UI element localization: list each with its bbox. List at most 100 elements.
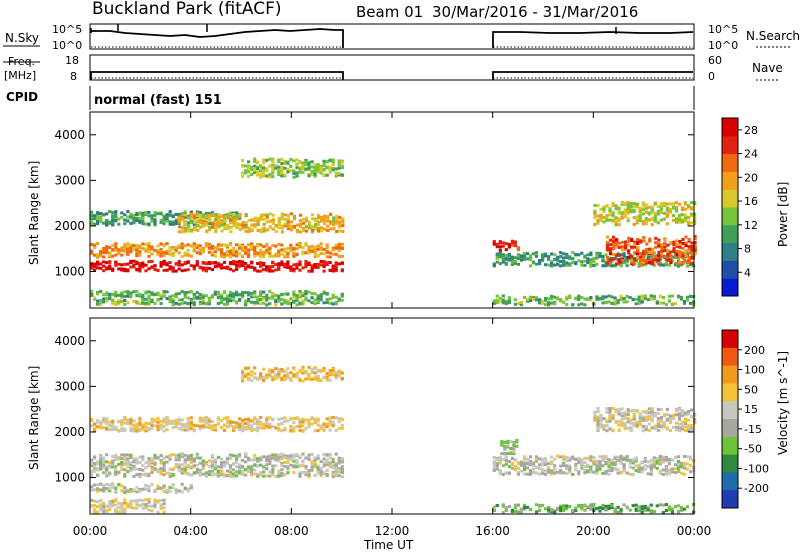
data-cell — [682, 464, 687, 468]
data-cell — [340, 269, 344, 273]
data-cell — [635, 421, 639, 425]
data-cell — [677, 417, 682, 421]
data-cell — [666, 258, 670, 262]
data-cell — [126, 250, 130, 254]
data-cell — [593, 215, 597, 219]
data-cell — [314, 227, 318, 231]
data-cell — [679, 506, 684, 509]
data-cell — [608, 238, 613, 242]
data-cell — [599, 414, 603, 418]
data-cell — [684, 259, 688, 263]
data-cell — [165, 490, 169, 494]
data-cell — [515, 440, 519, 444]
data-cell — [687, 238, 691, 241]
data-cell — [689, 301, 693, 305]
data-cell — [653, 216, 657, 220]
data-cell — [631, 458, 635, 462]
data-cell — [168, 471, 172, 475]
data-cell — [174, 293, 178, 297]
data-cell — [271, 171, 275, 175]
data-cell — [108, 473, 112, 477]
data-cell — [313, 265, 317, 269]
data-cell — [298, 473, 302, 477]
data-cell — [120, 211, 124, 215]
data-cell — [93, 462, 97, 465]
data-cell — [313, 248, 317, 252]
data-cell — [204, 261, 208, 265]
data-cell — [663, 249, 667, 252]
data-cell — [186, 455, 190, 459]
data-cell — [283, 299, 287, 303]
data-cell — [574, 253, 578, 257]
data-cell — [223, 225, 227, 229]
data-cell — [604, 295, 608, 299]
data-cell — [114, 468, 118, 472]
data-cell — [90, 464, 94, 468]
data-cell — [295, 303, 299, 307]
data-cell — [668, 414, 672, 418]
data-cell — [219, 263, 224, 267]
data-cell — [538, 467, 542, 471]
data-cell — [114, 464, 118, 468]
data-cell — [220, 219, 224, 223]
data-cell — [244, 473, 248, 477]
data-cell — [184, 227, 188, 230]
data-cell — [219, 426, 224, 430]
data-cell — [286, 252, 290, 256]
data-cell — [559, 468, 563, 472]
data-cell — [186, 221, 190, 225]
data-cell — [683, 219, 688, 223]
data-cell — [274, 230, 278, 233]
data-cell — [645, 261, 649, 265]
data-cell — [304, 427, 308, 431]
data-cell — [682, 507, 687, 511]
data-cell — [192, 242, 196, 246]
data-cell — [147, 422, 151, 425]
data-cell — [225, 267, 230, 270]
data-cell — [111, 420, 115, 424]
data-cell — [135, 429, 139, 433]
data-cell — [304, 292, 308, 296]
data-cell — [653, 202, 657, 206]
data-cell — [677, 429, 682, 433]
data-cell — [331, 293, 335, 297]
data-cell — [198, 211, 202, 215]
data-cell — [99, 420, 103, 424]
data-cell — [295, 247, 299, 251]
data-cell — [636, 242, 640, 245]
data-cell — [607, 507, 611, 510]
data-cell — [268, 462, 272, 466]
data-cell — [660, 254, 664, 258]
data-cell — [277, 474, 281, 478]
data-cell — [307, 226, 312, 230]
data-cell — [174, 222, 178, 226]
data-cell — [625, 455, 629, 458]
data-cell — [680, 413, 685, 417]
data-cell — [626, 203, 630, 207]
data-cell — [129, 247, 133, 251]
data-cell — [562, 458, 566, 462]
data-cell — [631, 461, 635, 465]
data-cell — [99, 289, 103, 293]
data-cell — [286, 266, 290, 270]
data-cell — [592, 257, 596, 261]
data-cell — [619, 510, 623, 514]
data-cell — [235, 221, 239, 225]
freq-trace-day1 — [90, 71, 344, 80]
data-cell — [693, 219, 697, 223]
data-cell — [638, 214, 642, 218]
data-cell — [189, 427, 193, 431]
data-cell — [632, 415, 636, 419]
data-cell — [208, 216, 212, 220]
station-title: Buckland Park (fitACF) — [92, 0, 282, 19]
data-cell — [207, 459, 211, 463]
data-cell — [253, 219, 257, 222]
data-cell — [599, 424, 603, 428]
data-cell — [667, 472, 671, 476]
data-cell — [598, 462, 602, 466]
data-cell — [250, 470, 254, 474]
data-cell — [614, 419, 618, 423]
data-cell — [105, 505, 109, 508]
data-cell — [301, 250, 305, 254]
data-cell — [638, 210, 642, 213]
